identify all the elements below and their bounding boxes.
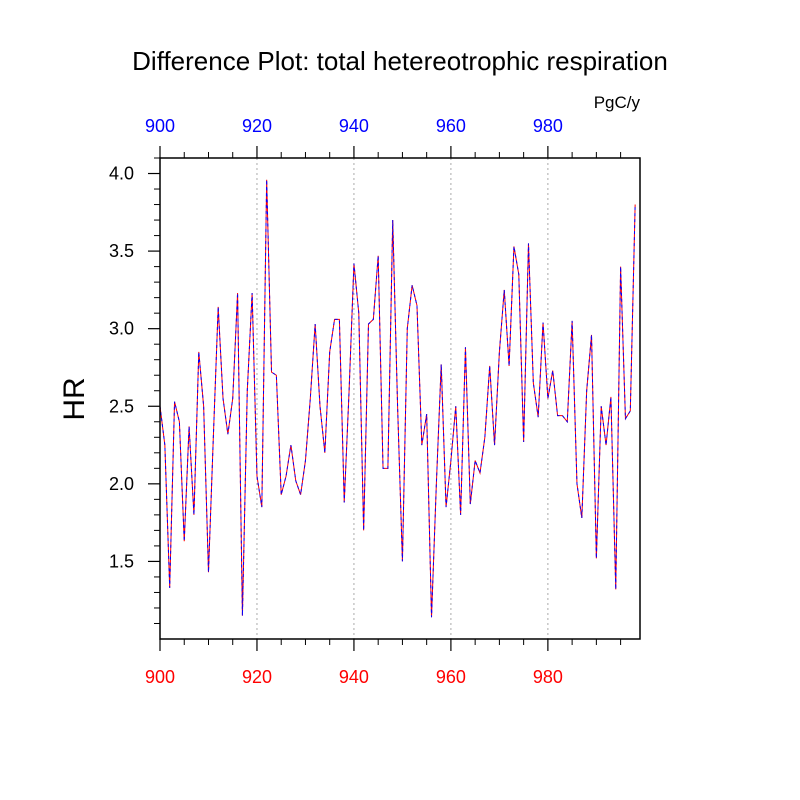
series-line-blue xyxy=(159,179,636,618)
x-tick-label-top: 940 xyxy=(339,116,369,136)
x-tick-label-bottom: 940 xyxy=(339,667,369,687)
x-tick-label-top: 920 xyxy=(242,116,272,136)
y-axis-label: HR xyxy=(58,377,91,420)
y-tick-label: 3.5 xyxy=(109,241,134,261)
units-label: PgC/y xyxy=(594,93,641,112)
y-tick-label: 2.0 xyxy=(109,474,134,494)
plot-frame xyxy=(159,157,641,640)
chart-title: Difference Plot: total hetereotrophic re… xyxy=(132,46,668,76)
x-tick-label-top: 980 xyxy=(533,116,563,136)
x-tick-label-bottom: 960 xyxy=(436,667,466,687)
grid xyxy=(256,158,549,639)
x-tick-label-top: 900 xyxy=(145,116,175,136)
series-lines xyxy=(159,179,636,618)
y-tick-label: 1.5 xyxy=(109,551,134,571)
x-tick-label-top: 960 xyxy=(436,116,466,136)
axis-ticks xyxy=(148,146,622,651)
x-tick-label-bottom: 980 xyxy=(533,667,563,687)
series-line-red xyxy=(159,179,636,618)
tick-labels: 900 900 920 920 940 940 960 960 980 980 1.5 2.0 2.5 3… xyxy=(109,116,563,687)
x-tick-label-bottom: 900 xyxy=(145,667,175,687)
y-tick-label: 4.0 xyxy=(109,164,134,184)
y-tick-label: 2.5 xyxy=(109,396,134,416)
x-tick-label-bottom: 920 xyxy=(242,667,272,687)
y-tick-label: 3.0 xyxy=(109,319,134,339)
